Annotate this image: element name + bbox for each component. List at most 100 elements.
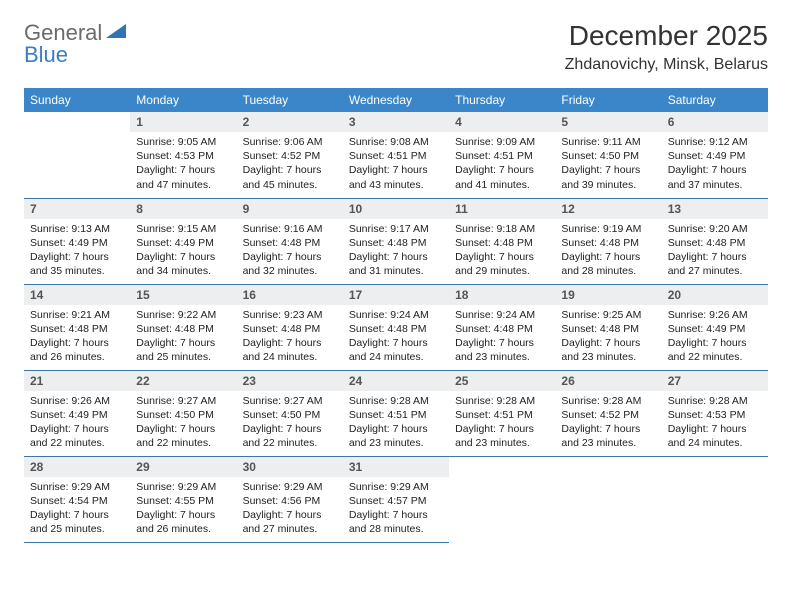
calendar-day-cell: 30Sunrise: 9:29 AMSunset: 4:56 PMDayligh…: [237, 456, 343, 542]
calendar-body: 1Sunrise: 9:05 AMSunset: 4:53 PMDaylight…: [24, 112, 768, 542]
calendar-week-row: 7Sunrise: 9:13 AMSunset: 4:49 PMDaylight…: [24, 198, 768, 284]
day-number: 28: [24, 457, 130, 477]
logo-row2: Blue: [24, 42, 68, 68]
day-number: 2: [237, 112, 343, 132]
calendar-day-cell: 16Sunrise: 9:23 AMSunset: 4:48 PMDayligh…: [237, 284, 343, 370]
weekday-header: Sunday: [24, 88, 130, 112]
day-number: 7: [24, 199, 130, 219]
calendar-day-cell: 24Sunrise: 9:28 AMSunset: 4:51 PMDayligh…: [343, 370, 449, 456]
day-number: 10: [343, 199, 449, 219]
calendar-day-cell: 3Sunrise: 9:08 AMSunset: 4:51 PMDaylight…: [343, 112, 449, 198]
calendar-day-cell: [662, 456, 768, 542]
day-info: Sunrise: 9:28 AMSunset: 4:52 PMDaylight:…: [555, 391, 661, 455]
calendar-day-cell: 31Sunrise: 9:29 AMSunset: 4:57 PMDayligh…: [343, 456, 449, 542]
day-number: 6: [662, 112, 768, 132]
calendar-day-cell: 8Sunrise: 9:15 AMSunset: 4:49 PMDaylight…: [130, 198, 236, 284]
logo-triangle-icon: [106, 22, 128, 45]
day-info: Sunrise: 9:23 AMSunset: 4:48 PMDaylight:…: [237, 305, 343, 369]
calendar-day-cell: 7Sunrise: 9:13 AMSunset: 4:49 PMDaylight…: [24, 198, 130, 284]
calendar-day-cell: 20Sunrise: 9:26 AMSunset: 4:49 PMDayligh…: [662, 284, 768, 370]
weekday-header: Wednesday: [343, 88, 449, 112]
day-number-empty: [24, 112, 130, 132]
day-number: 5: [555, 112, 661, 132]
day-number: 16: [237, 285, 343, 305]
day-info: Sunrise: 9:29 AMSunset: 4:55 PMDaylight:…: [130, 477, 236, 541]
day-info: Sunrise: 9:28 AMSunset: 4:51 PMDaylight:…: [343, 391, 449, 455]
calendar-day-cell: 6Sunrise: 9:12 AMSunset: 4:49 PMDaylight…: [662, 112, 768, 198]
calendar-day-cell: [24, 112, 130, 198]
day-info: Sunrise: 9:29 AMSunset: 4:54 PMDaylight:…: [24, 477, 130, 541]
weekday-header: Thursday: [449, 88, 555, 112]
day-info: Sunrise: 9:19 AMSunset: 4:48 PMDaylight:…: [555, 219, 661, 283]
calendar-day-cell: 21Sunrise: 9:26 AMSunset: 4:49 PMDayligh…: [24, 370, 130, 456]
day-info: Sunrise: 9:20 AMSunset: 4:48 PMDaylight:…: [662, 219, 768, 283]
day-number: 9: [237, 199, 343, 219]
logo-text-blue: Blue: [24, 42, 68, 67]
day-info: Sunrise: 9:13 AMSunset: 4:49 PMDaylight:…: [24, 219, 130, 283]
weekday-header: Friday: [555, 88, 661, 112]
calendar-week-row: 14Sunrise: 9:21 AMSunset: 4:48 PMDayligh…: [24, 284, 768, 370]
calendar-table: SundayMondayTuesdayWednesdayThursdayFrid…: [24, 88, 768, 543]
day-number: 30: [237, 457, 343, 477]
day-number: 19: [555, 285, 661, 305]
calendar-day-cell: 12Sunrise: 9:19 AMSunset: 4:48 PMDayligh…: [555, 198, 661, 284]
day-number: 25: [449, 371, 555, 391]
day-number: 29: [130, 457, 236, 477]
day-number: 26: [555, 371, 661, 391]
day-info: Sunrise: 9:27 AMSunset: 4:50 PMDaylight:…: [237, 391, 343, 455]
calendar-day-cell: 13Sunrise: 9:20 AMSunset: 4:48 PMDayligh…: [662, 198, 768, 284]
day-number: 24: [343, 371, 449, 391]
day-info: Sunrise: 9:15 AMSunset: 4:49 PMDaylight:…: [130, 219, 236, 283]
calendar-day-cell: 11Sunrise: 9:18 AMSunset: 4:48 PMDayligh…: [449, 198, 555, 284]
calendar-day-cell: 19Sunrise: 9:25 AMSunset: 4:48 PMDayligh…: [555, 284, 661, 370]
day-info: Sunrise: 9:12 AMSunset: 4:49 PMDaylight:…: [662, 132, 768, 196]
day-info: Sunrise: 9:09 AMSunset: 4:51 PMDaylight:…: [449, 132, 555, 196]
day-number: 4: [449, 112, 555, 132]
calendar-week-row: 21Sunrise: 9:26 AMSunset: 4:49 PMDayligh…: [24, 370, 768, 456]
day-number: 23: [237, 371, 343, 391]
day-info: Sunrise: 9:25 AMSunset: 4:48 PMDaylight:…: [555, 305, 661, 369]
calendar-day-cell: 10Sunrise: 9:17 AMSunset: 4:48 PMDayligh…: [343, 198, 449, 284]
day-info: Sunrise: 9:28 AMSunset: 4:53 PMDaylight:…: [662, 391, 768, 455]
calendar-day-cell: 23Sunrise: 9:27 AMSunset: 4:50 PMDayligh…: [237, 370, 343, 456]
day-info: Sunrise: 9:26 AMSunset: 4:49 PMDaylight:…: [662, 305, 768, 369]
day-info: Sunrise: 9:11 AMSunset: 4:50 PMDaylight:…: [555, 132, 661, 196]
day-number: 22: [130, 371, 236, 391]
day-number: 18: [449, 285, 555, 305]
calendar-day-cell: 18Sunrise: 9:24 AMSunset: 4:48 PMDayligh…: [449, 284, 555, 370]
weekday-header: Tuesday: [237, 88, 343, 112]
calendar-day-cell: 26Sunrise: 9:28 AMSunset: 4:52 PMDayligh…: [555, 370, 661, 456]
calendar-day-cell: 25Sunrise: 9:28 AMSunset: 4:51 PMDayligh…: [449, 370, 555, 456]
day-info: Sunrise: 9:26 AMSunset: 4:49 PMDaylight:…: [24, 391, 130, 455]
day-info: Sunrise: 9:24 AMSunset: 4:48 PMDaylight:…: [343, 305, 449, 369]
day-info: Sunrise: 9:06 AMSunset: 4:52 PMDaylight:…: [237, 132, 343, 196]
calendar-day-cell: 15Sunrise: 9:22 AMSunset: 4:48 PMDayligh…: [130, 284, 236, 370]
day-info: Sunrise: 9:05 AMSunset: 4:53 PMDaylight:…: [130, 132, 236, 196]
calendar-day-cell: [555, 456, 661, 542]
day-number: 17: [343, 285, 449, 305]
day-number: 11: [449, 199, 555, 219]
weekday-header: Monday: [130, 88, 236, 112]
day-number: 21: [24, 371, 130, 391]
day-info: Sunrise: 9:22 AMSunset: 4:48 PMDaylight:…: [130, 305, 236, 369]
day-info: Sunrise: 9:16 AMSunset: 4:48 PMDaylight:…: [237, 219, 343, 283]
calendar-week-row: 1Sunrise: 9:05 AMSunset: 4:53 PMDaylight…: [24, 112, 768, 198]
day-info: Sunrise: 9:17 AMSunset: 4:48 PMDaylight:…: [343, 219, 449, 283]
day-info: Sunrise: 9:29 AMSunset: 4:57 PMDaylight:…: [343, 477, 449, 541]
day-info: Sunrise: 9:24 AMSunset: 4:48 PMDaylight:…: [449, 305, 555, 369]
day-number: 8: [130, 199, 236, 219]
weekday-header: Saturday: [662, 88, 768, 112]
day-number: 3: [343, 112, 449, 132]
calendar-day-cell: 17Sunrise: 9:24 AMSunset: 4:48 PMDayligh…: [343, 284, 449, 370]
calendar-head: SundayMondayTuesdayWednesdayThursdayFrid…: [24, 88, 768, 112]
month-title: December 2025: [565, 20, 768, 52]
day-number: 14: [24, 285, 130, 305]
calendar-day-cell: 14Sunrise: 9:21 AMSunset: 4:48 PMDayligh…: [24, 284, 130, 370]
day-number: 15: [130, 285, 236, 305]
location: Zhdanovichy, Minsk, Belarus: [565, 56, 768, 74]
calendar-day-cell: [449, 456, 555, 542]
day-info: Sunrise: 9:29 AMSunset: 4:56 PMDaylight:…: [237, 477, 343, 541]
header: General December 2025 Zhdanovichy, Minsk…: [24, 20, 768, 74]
calendar-day-cell: 1Sunrise: 9:05 AMSunset: 4:53 PMDaylight…: [130, 112, 236, 198]
day-number-empty: [662, 457, 768, 477]
